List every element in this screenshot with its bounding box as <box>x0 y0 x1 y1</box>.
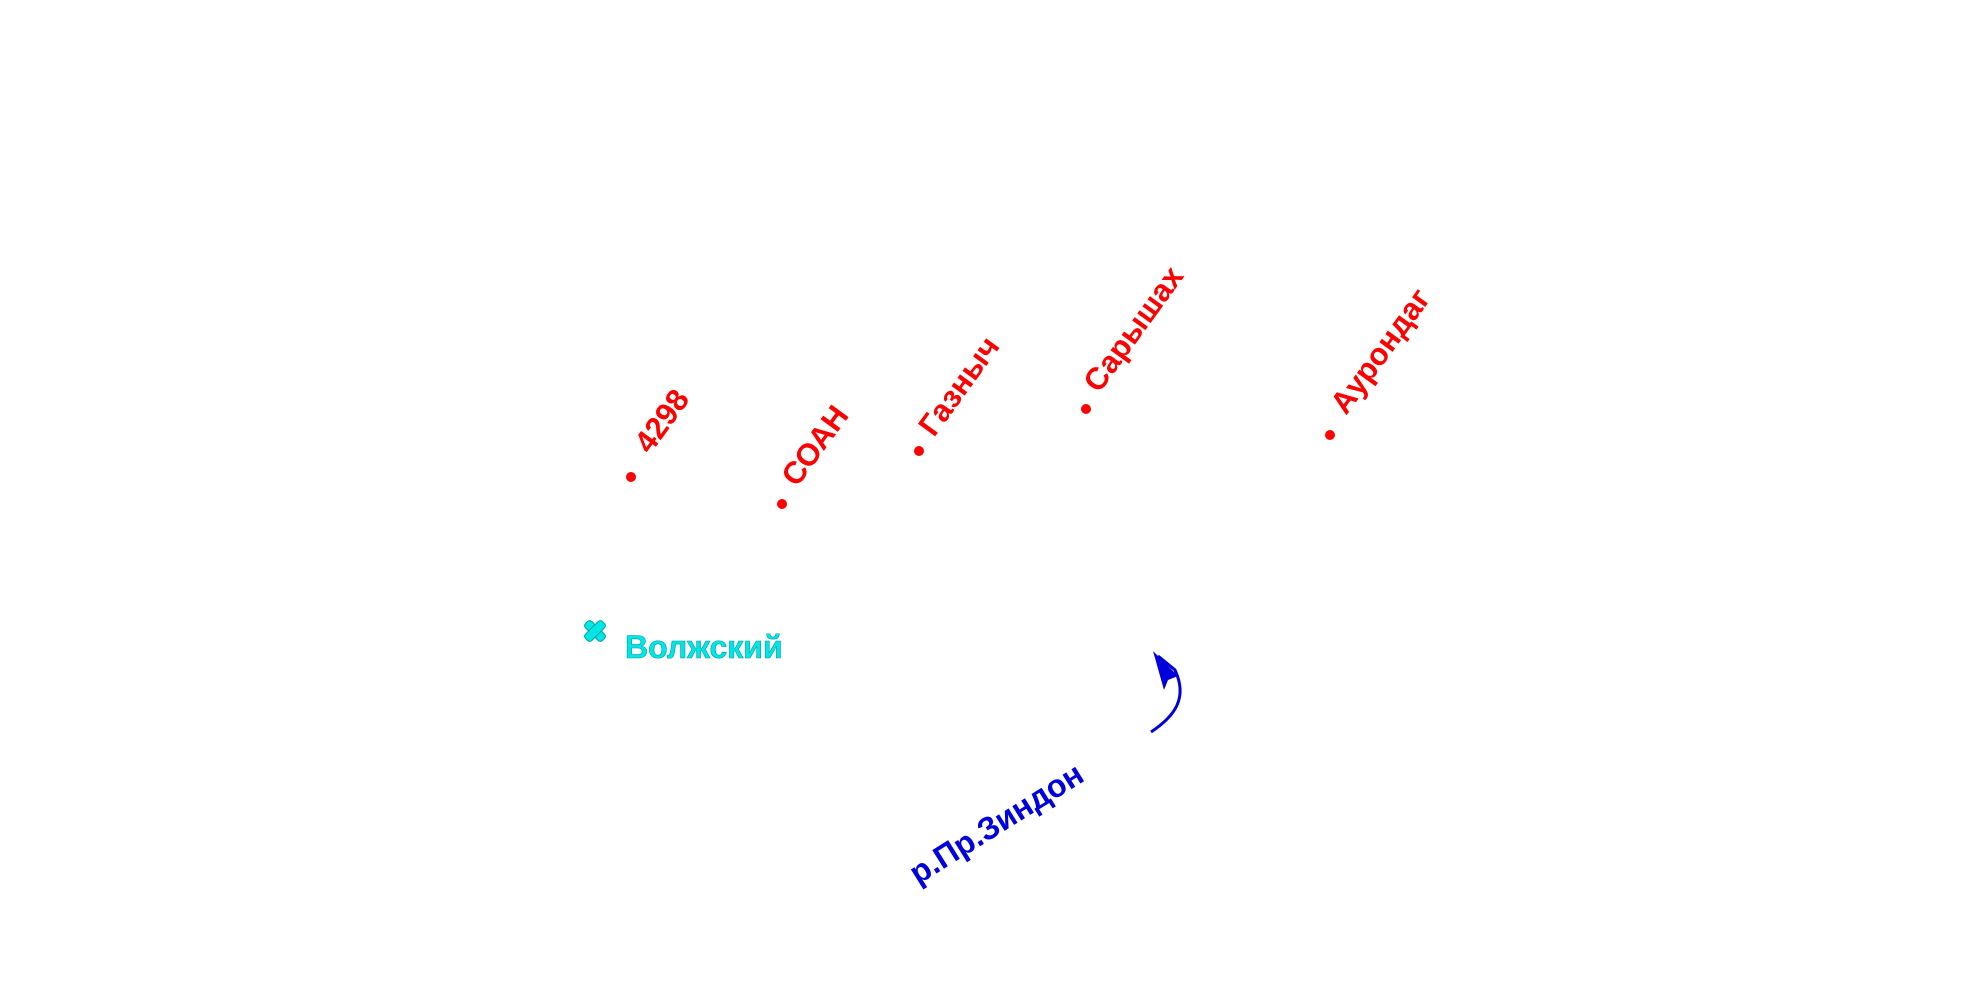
river-arrowhead <box>1153 651 1178 690</box>
point-marker <box>777 499 787 509</box>
city-marker <box>584 620 606 642</box>
point-marker <box>914 446 924 456</box>
point-marker <box>1081 404 1091 414</box>
point-marker <box>1325 430 1335 440</box>
point-marker <box>626 472 636 482</box>
city-label: Волжский <box>625 629 783 665</box>
river-arrow <box>1150 654 1182 734</box>
